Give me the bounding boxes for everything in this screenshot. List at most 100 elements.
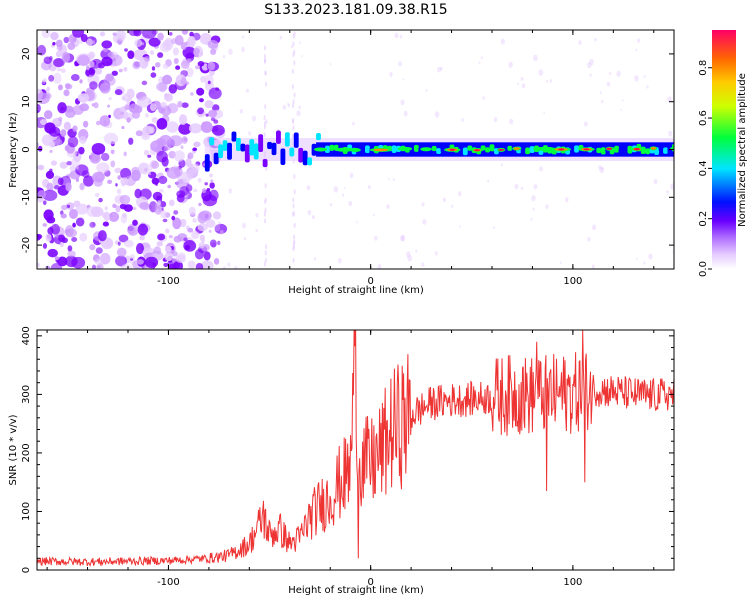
noise-blob — [196, 87, 205, 96]
noise-blob — [157, 233, 166, 241]
noise-dot — [487, 179, 490, 183]
signal-segment — [658, 145, 664, 152]
noise-blob — [91, 264, 97, 269]
noise-dot — [493, 117, 498, 123]
noise-dot — [367, 185, 371, 190]
noise-dot — [228, 188, 233, 194]
signal-core-orange — [513, 147, 520, 150]
noise-blob — [193, 47, 200, 55]
noise-blob — [116, 188, 122, 195]
noise-blob — [150, 50, 155, 55]
noise-blob — [103, 132, 119, 145]
noise-blob — [142, 125, 154, 135]
noise-blob — [165, 228, 170, 234]
noise-blob — [45, 170, 55, 180]
noise-blob — [78, 136, 87, 144]
streak-dot — [293, 92, 296, 98]
noise-dot — [399, 34, 403, 39]
noise-blob — [200, 121, 213, 133]
noise-blob — [119, 194, 131, 205]
snr-axes: -100 0 100 0 100 200 300 400 — [21, 326, 674, 588]
signal-segment — [627, 145, 633, 154]
noise-blob — [126, 88, 135, 99]
noise-blob — [175, 65, 181, 70]
noise-blob — [79, 182, 85, 191]
signal-segment — [329, 144, 335, 151]
noise-dot — [599, 166, 605, 174]
noise-dot — [666, 190, 669, 194]
noise-blob — [53, 58, 65, 68]
noise-blob — [43, 56, 52, 64]
noise-blob — [89, 60, 95, 68]
y-tick-label: 400 — [21, 326, 32, 345]
signal-segment — [489, 144, 495, 152]
noise-blob — [60, 68, 66, 74]
streak-dot — [263, 261, 266, 267]
noise-blob — [120, 177, 129, 186]
signal-segment — [467, 145, 473, 151]
noise-blob — [94, 258, 103, 265]
noise-blob — [83, 175, 94, 187]
noise-blob — [160, 210, 167, 219]
noise-blob — [214, 224, 221, 232]
streak-dot — [292, 258, 295, 264]
noise-blob — [64, 255, 78, 268]
noise-blob — [183, 237, 188, 242]
noise-blob — [157, 52, 164, 58]
streak-dot — [293, 174, 296, 180]
spectrogram-heatmap — [37, 30, 674, 269]
noise-blob — [187, 35, 196, 48]
noise-blob — [168, 263, 177, 269]
noise-blob — [101, 40, 113, 49]
signal-segment — [324, 145, 330, 154]
x-tick-label: 100 — [563, 577, 582, 588]
noise-blob — [69, 208, 78, 219]
streak-dot — [264, 207, 267, 213]
signal-core-red — [633, 148, 640, 151]
noise-blob — [121, 125, 125, 130]
signal-segment — [462, 147, 468, 156]
noise-dot — [531, 195, 536, 202]
noise-dot — [670, 183, 674, 190]
noise-blob — [72, 30, 85, 38]
noise-blob — [145, 113, 149, 118]
x-tick-label: -100 — [157, 276, 180, 287]
noise-blob — [56, 44, 63, 51]
signal-core-red — [583, 148, 590, 151]
noise-blob — [154, 205, 163, 215]
signal-segment — [262, 159, 268, 168]
noise-blob — [77, 93, 90, 103]
noise-blob — [151, 160, 160, 169]
noise-dot — [587, 237, 591, 242]
noise-blob — [164, 252, 173, 262]
noise-dot — [635, 257, 638, 261]
y-tick-label: -10 — [21, 189, 32, 205]
snr-ylabel: SNR (10 * v/v) — [8, 414, 19, 485]
noise-blob — [72, 222, 76, 228]
noise-blob — [86, 66, 90, 71]
signal-segment — [413, 144, 419, 152]
noise-blob — [95, 247, 103, 254]
noise-dot — [533, 183, 538, 190]
noise-blob — [37, 145, 43, 152]
noise-dot — [648, 253, 653, 260]
streak-dot — [292, 33, 295, 39]
noise-blob — [60, 129, 67, 137]
noise-blob — [207, 61, 216, 71]
noise-blob — [86, 38, 93, 47]
noise-dot — [306, 185, 311, 191]
colorbar-tick-label: 0.0 — [698, 261, 709, 277]
noise-blob — [124, 104, 130, 111]
noise-dot — [415, 249, 418, 253]
streak-dot — [264, 257, 267, 263]
noise-dot — [282, 104, 287, 110]
noise-blob — [65, 182, 72, 192]
noise-blob — [74, 62, 79, 67]
noise-dot — [533, 54, 538, 62]
noise-dot — [500, 38, 506, 45]
noise-dot — [407, 255, 413, 262]
noise-blob — [101, 152, 110, 162]
noise-blob — [112, 32, 117, 36]
noise-blob — [46, 93, 52, 99]
